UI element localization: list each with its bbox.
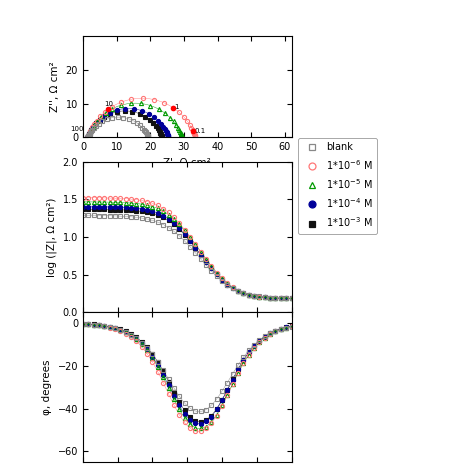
Y-axis label: φ, degrees: φ, degrees	[42, 359, 52, 415]
Text: 1: 1	[174, 104, 178, 110]
Text: 0.1: 0.1	[194, 128, 205, 134]
Text: 100: 100	[70, 126, 83, 132]
Text: 10: 10	[104, 101, 113, 108]
Y-axis label: log (|Z|, Ω cm²): log (|Z|, Ω cm²)	[46, 197, 57, 277]
X-axis label: Z', Ω cm²: Z', Ω cm²	[164, 158, 211, 168]
Legend: blank, 1*10$^{-6}$ M, 1*10$^{-5}$ M, 1*10$^{-4}$ M, 1*10$^{-3}$ M: blank, 1*10$^{-6}$ M, 1*10$^{-5}$ M, 1*1…	[298, 137, 377, 234]
Y-axis label: Z'', Ω cm²: Z'', Ω cm²	[50, 62, 60, 112]
